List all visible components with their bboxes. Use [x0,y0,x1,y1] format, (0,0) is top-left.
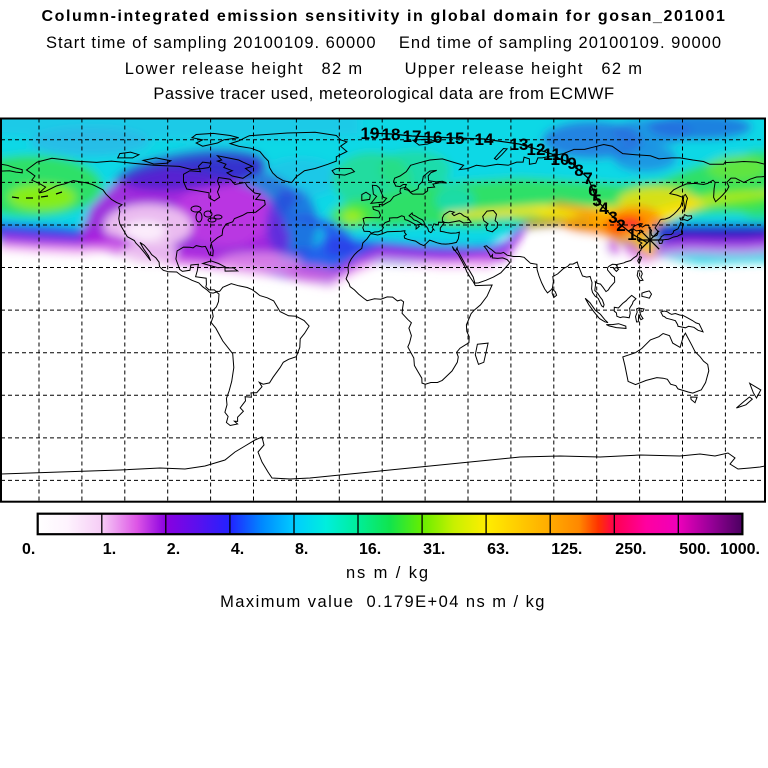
svg-text:6: 6 [588,181,597,200]
svg-text:Start time of sampling 2010010: Start time of sampling 20100109. 60000 E… [46,34,722,52]
svg-text:125.: 125. [551,541,582,558]
svg-text:19: 19 [361,124,380,143]
svg-text:2.: 2. [167,541,180,558]
svg-text:4: 4 [599,199,609,218]
svg-text:16.: 16. [359,541,381,558]
svg-text:16: 16 [424,128,443,147]
svg-text:17: 17 [403,127,422,146]
svg-text:9: 9 [567,154,576,173]
svg-text:18: 18 [382,125,401,144]
svg-text:13: 13 [510,135,529,154]
svg-text:10: 10 [551,150,570,169]
svg-text:63.: 63. [487,541,509,558]
svg-text:Maximum value 0.179E+04 ns m: Maximum value 0.179E+04 ns m / kg [220,593,546,611]
svg-text:8.: 8. [295,541,308,558]
svg-text:Lower release height 82 m: Lower release height 82 m Upper release … [125,60,644,78]
svg-text:12: 12 [527,140,546,159]
svg-text:11: 11 [543,145,561,164]
svg-text:250.: 250. [615,541,646,558]
svg-text:Passive tracer used, meteorolo: Passive tracer used, meteorological data… [153,85,614,103]
svg-text:14: 14 [475,130,494,149]
svg-text:7: 7 [583,169,592,188]
svg-text:1: 1 [627,225,636,244]
svg-text:1.: 1. [103,541,116,558]
svg-text:500.: 500. [679,541,710,558]
svg-text:5: 5 [592,191,601,210]
svg-text:1000.: 1000. [720,541,760,558]
svg-text:Column-integrated emission sen: Column-integrated emission sensitivity i… [41,8,726,25]
svg-text:8: 8 [574,161,583,180]
svg-text:2: 2 [616,216,625,235]
svg-text:31.: 31. [423,541,445,558]
svg-text:ns m / kg: ns m / kg [346,564,430,582]
svg-text:3: 3 [608,208,617,227]
svg-text:15: 15 [446,129,465,148]
svg-text:0.: 0. [22,541,35,558]
svg-text:4.: 4. [231,541,244,558]
